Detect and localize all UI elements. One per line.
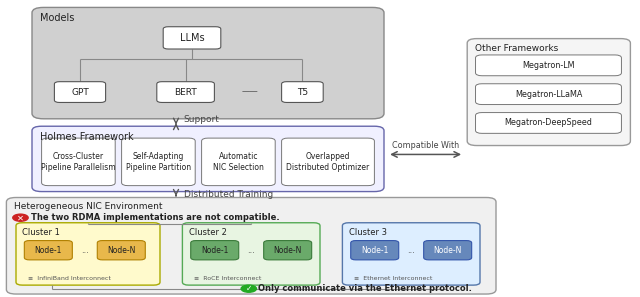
Text: Node-N: Node-N	[433, 246, 462, 255]
Text: Heterogeneous NIC Environment: Heterogeneous NIC Environment	[14, 202, 163, 211]
Text: Cross-Cluster
Pipeline Parallelism: Cross-Cluster Pipeline Parallelism	[41, 152, 116, 172]
Circle shape	[13, 214, 28, 221]
Text: GPT: GPT	[71, 88, 89, 97]
FancyBboxPatch shape	[54, 82, 106, 102]
FancyBboxPatch shape	[476, 84, 621, 105]
FancyBboxPatch shape	[282, 138, 374, 186]
FancyBboxPatch shape	[476, 113, 621, 133]
Text: BERT: BERT	[174, 88, 197, 97]
Text: Cluster 3: Cluster 3	[349, 228, 387, 236]
FancyBboxPatch shape	[32, 7, 384, 119]
Text: ...: ...	[81, 246, 89, 255]
Text: Compatible With: Compatible With	[392, 141, 459, 150]
Text: Megatron-LM: Megatron-LM	[522, 61, 575, 70]
Text: Models: Models	[40, 13, 74, 23]
Text: Megatron-DeepSpeed: Megatron-DeepSpeed	[504, 119, 593, 127]
FancyBboxPatch shape	[157, 82, 214, 102]
FancyBboxPatch shape	[202, 138, 275, 186]
FancyBboxPatch shape	[163, 27, 221, 49]
Text: Node-N: Node-N	[107, 246, 136, 255]
Text: ✕: ✕	[17, 213, 24, 222]
Text: Cluster 2: Cluster 2	[189, 228, 227, 236]
Text: The two RDMA implementations are not compatible.: The two RDMA implementations are not com…	[31, 213, 279, 222]
Text: Node-1: Node-1	[201, 246, 228, 255]
Text: Node-N: Node-N	[273, 246, 302, 255]
Text: ✓: ✓	[246, 284, 252, 293]
Text: Distributed Training: Distributed Training	[184, 190, 273, 199]
FancyBboxPatch shape	[122, 138, 195, 186]
Text: Automatic
NIC Selection: Automatic NIC Selection	[213, 152, 264, 172]
Text: ...: ...	[407, 246, 415, 255]
FancyBboxPatch shape	[191, 241, 239, 260]
FancyBboxPatch shape	[32, 126, 384, 192]
Text: ——: ——	[241, 88, 258, 97]
Text: ...: ...	[247, 246, 255, 255]
Text: Node-1: Node-1	[35, 246, 62, 255]
Text: Holmes Framework: Holmes Framework	[40, 132, 133, 142]
Text: Other Frameworks: Other Frameworks	[475, 44, 558, 53]
Text: Cluster 1: Cluster 1	[22, 228, 60, 236]
Text: LLMs: LLMs	[180, 33, 204, 43]
Text: T5: T5	[297, 88, 308, 97]
Text: ≡  Ethernet Interconnect: ≡ Ethernet Interconnect	[354, 276, 432, 281]
FancyBboxPatch shape	[6, 198, 496, 294]
FancyBboxPatch shape	[476, 55, 621, 76]
Circle shape	[241, 285, 257, 292]
Text: Only communicate via the Ethernet protocol.: Only communicate via the Ethernet protoc…	[259, 284, 472, 293]
FancyBboxPatch shape	[97, 241, 145, 260]
FancyBboxPatch shape	[351, 241, 399, 260]
Text: Self-Adapting
Pipeline Partition: Self-Adapting Pipeline Partition	[126, 152, 191, 172]
Text: Megatron-LLaMA: Megatron-LLaMA	[515, 90, 582, 99]
Text: ≡  InfiniBand Interconnect: ≡ InfiniBand Interconnect	[28, 276, 110, 281]
FancyBboxPatch shape	[24, 241, 72, 260]
Text: Node-1: Node-1	[361, 246, 388, 255]
FancyBboxPatch shape	[182, 223, 320, 285]
FancyBboxPatch shape	[424, 241, 472, 260]
Text: Support: Support	[184, 115, 220, 124]
FancyBboxPatch shape	[42, 138, 115, 186]
Text: ≡  RoCE Interconnect: ≡ RoCE Interconnect	[194, 276, 261, 281]
Text: Overlapped
Distributed Optimizer: Overlapped Distributed Optimizer	[286, 152, 370, 172]
FancyBboxPatch shape	[16, 223, 160, 285]
FancyBboxPatch shape	[342, 223, 480, 285]
FancyBboxPatch shape	[264, 241, 312, 260]
FancyBboxPatch shape	[282, 82, 323, 102]
FancyBboxPatch shape	[467, 39, 630, 146]
